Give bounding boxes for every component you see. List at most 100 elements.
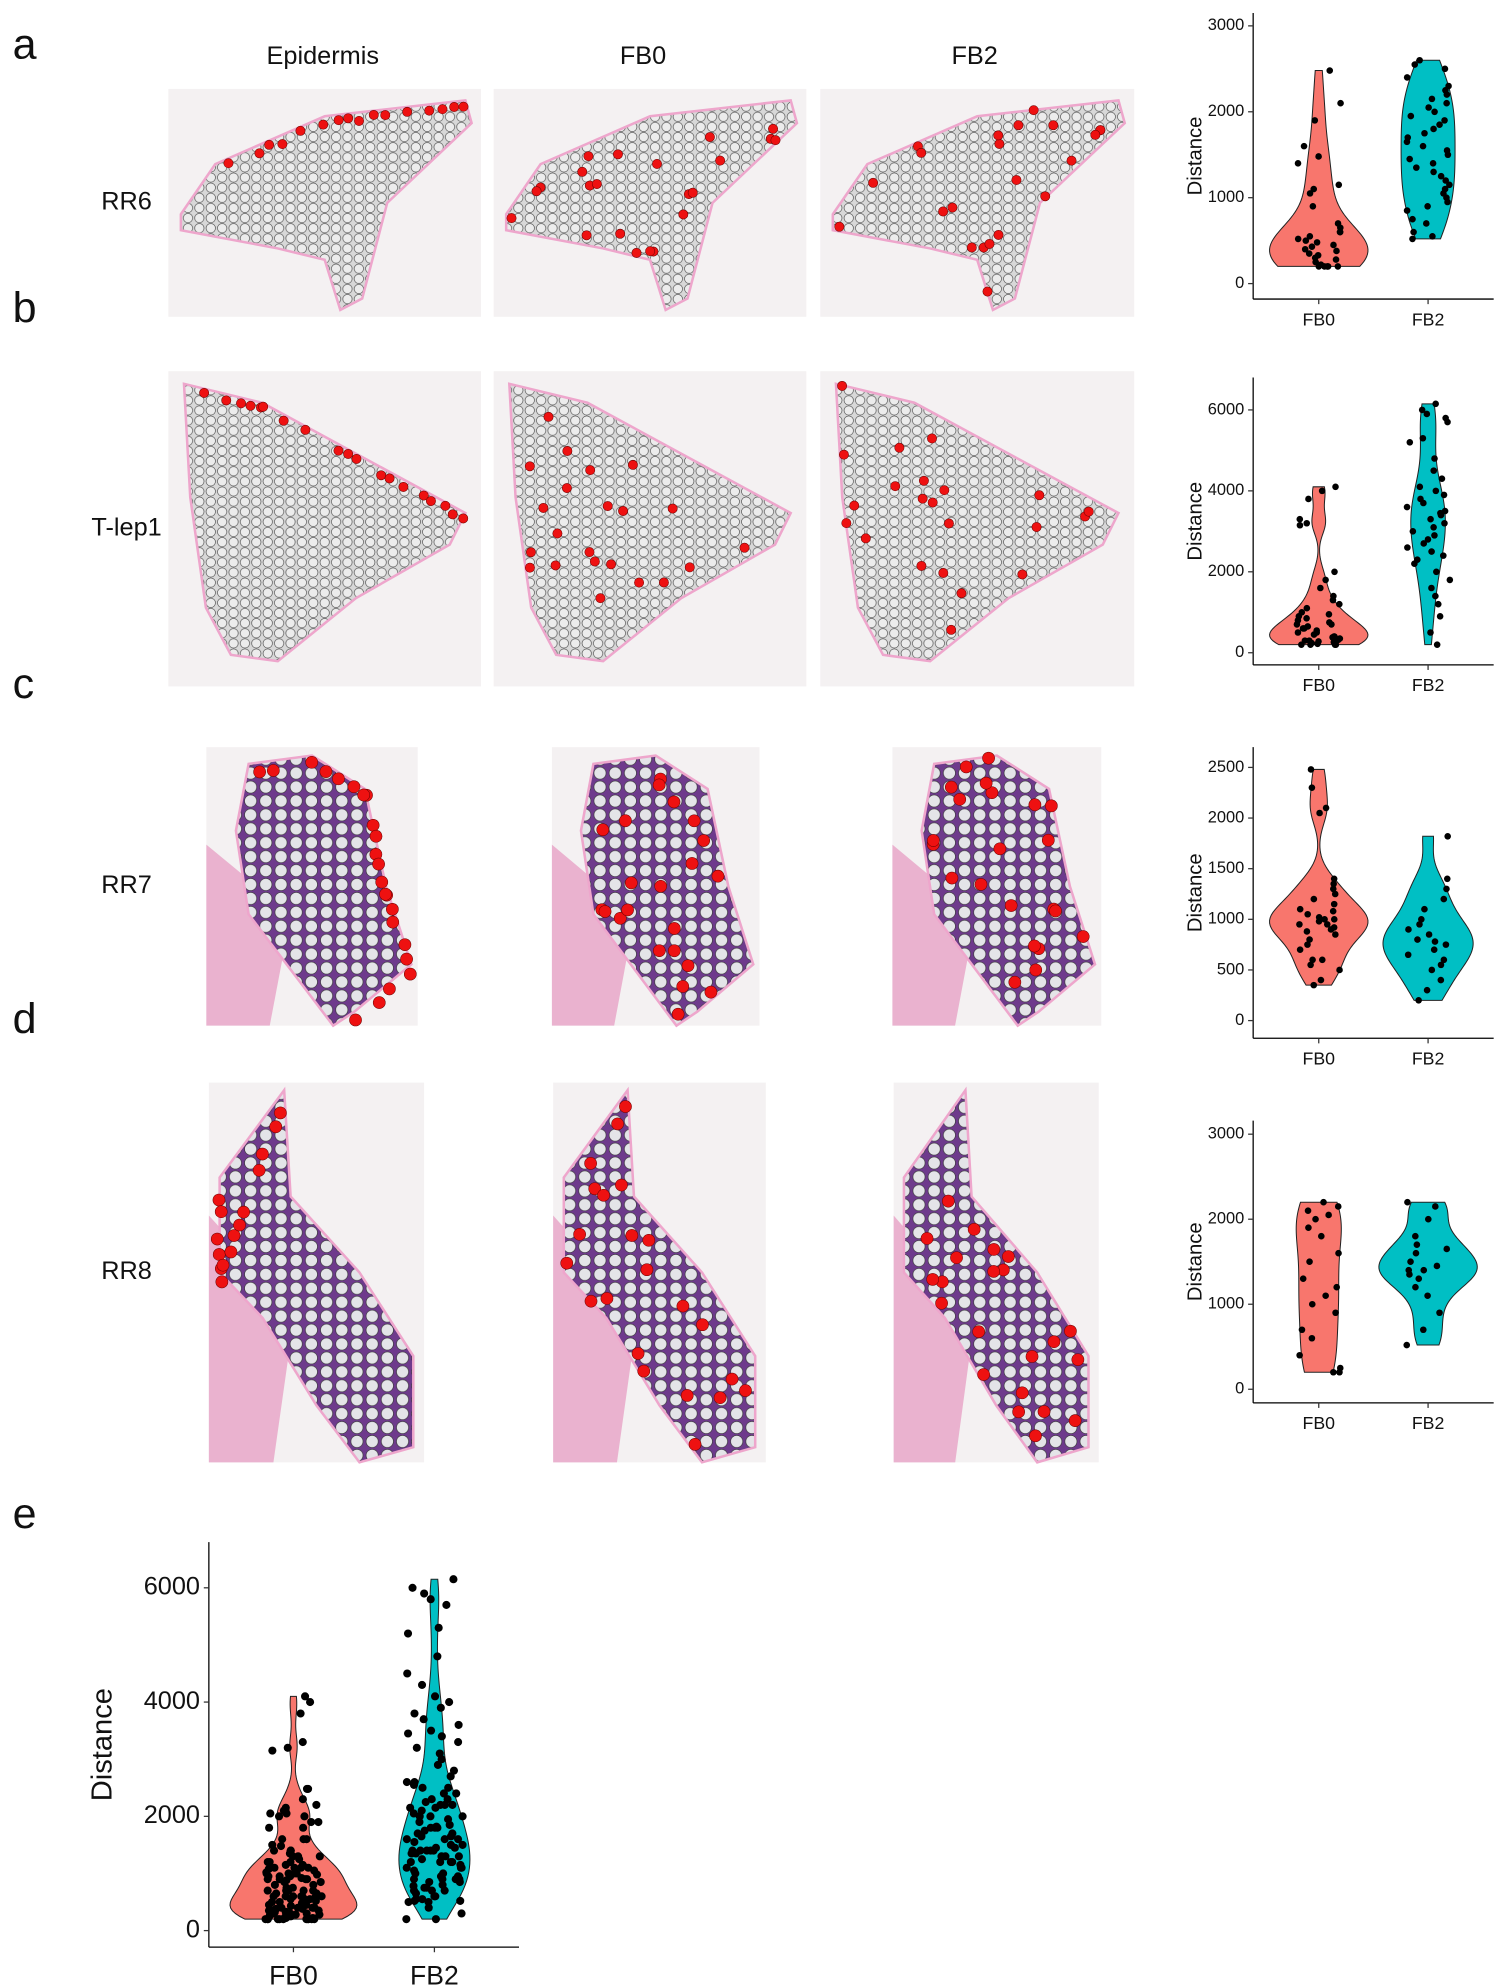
point xyxy=(1428,95,1436,103)
marked-spot xyxy=(1029,963,1043,977)
marked-spot xyxy=(687,187,698,198)
point xyxy=(1423,986,1431,994)
tissue-spots xyxy=(507,382,793,663)
marked-spot xyxy=(956,588,967,599)
marked-spot xyxy=(627,459,638,470)
point xyxy=(1404,951,1412,959)
point xyxy=(1414,936,1421,943)
tissue-image xyxy=(553,1082,766,1464)
violin-chart: Distance 0 500 1000 1500 2000 2500 FB0 FB2 xyxy=(1185,747,1494,1069)
point xyxy=(418,1895,427,1904)
marked-spot xyxy=(615,228,626,239)
violin xyxy=(1269,768,1369,986)
point xyxy=(1437,172,1445,180)
panel-label: d xyxy=(13,995,37,1043)
point xyxy=(307,1817,316,1827)
marked-spot xyxy=(1034,490,1045,501)
point xyxy=(1427,629,1434,636)
marked-spot xyxy=(619,1100,632,1113)
tissue-image xyxy=(168,371,482,687)
point xyxy=(1318,1232,1325,1240)
point xyxy=(300,1812,309,1821)
marked-spot xyxy=(332,772,345,786)
point xyxy=(283,1743,292,1752)
sample-label: RR8 xyxy=(101,1257,152,1285)
point xyxy=(298,1738,307,1747)
point xyxy=(1296,1351,1303,1359)
point xyxy=(1330,885,1337,893)
marked-spot xyxy=(1002,1250,1015,1263)
point xyxy=(1430,946,1438,953)
point xyxy=(1443,875,1451,883)
point xyxy=(1431,938,1439,945)
tissue-image xyxy=(551,747,760,1028)
point xyxy=(1413,1241,1421,1249)
marked-spot xyxy=(1040,191,1051,202)
point xyxy=(1416,56,1423,64)
marked-spot xyxy=(642,1233,656,1247)
marked-spot xyxy=(269,1120,283,1134)
point xyxy=(297,1892,306,1901)
violin-chart: Distance 0 1000 2000 3000 FB0 FB2 xyxy=(1185,12,1494,329)
tissue-image xyxy=(893,1082,1099,1464)
y-tick-label: 6000 xyxy=(144,1572,200,1600)
point xyxy=(1424,1292,1431,1300)
point xyxy=(404,1729,413,1738)
tissue-image xyxy=(208,1082,425,1464)
marked-spot xyxy=(1028,798,1042,812)
point xyxy=(1305,250,1313,257)
marked-spot xyxy=(1045,799,1058,813)
marked-spot xyxy=(611,1117,624,1131)
marked-spot xyxy=(368,109,379,120)
point xyxy=(1424,202,1431,210)
point xyxy=(1303,928,1311,935)
marked-spot xyxy=(552,528,563,539)
point xyxy=(1308,1334,1316,1342)
marked-spot xyxy=(725,1372,739,1386)
point xyxy=(309,1903,318,1912)
point xyxy=(1322,804,1330,812)
marked-spot xyxy=(560,1256,574,1270)
marked-spot xyxy=(1012,1405,1025,1419)
point xyxy=(1318,487,1326,495)
point xyxy=(1307,766,1315,773)
point xyxy=(1403,207,1411,214)
marked-spot xyxy=(585,465,596,476)
marked-spot xyxy=(583,151,594,162)
tissue-spots xyxy=(831,98,1127,312)
point xyxy=(427,1795,436,1804)
y-tick-label: 6000 xyxy=(1208,400,1245,418)
point xyxy=(265,1823,274,1832)
point xyxy=(1335,181,1343,189)
marked-spot xyxy=(941,1194,955,1208)
point xyxy=(1306,190,1314,197)
point xyxy=(1302,237,1310,244)
point xyxy=(303,1875,312,1884)
marked-spot xyxy=(506,213,517,224)
point xyxy=(1428,966,1436,974)
marked-spot xyxy=(994,138,1005,149)
tissue-image xyxy=(168,88,482,317)
y-axis-label: Distance xyxy=(1185,1222,1207,1301)
marked-spot xyxy=(985,786,999,800)
x-tick-label: FB0 xyxy=(1303,675,1336,695)
marked-spot xyxy=(543,411,554,422)
point xyxy=(1314,640,1321,648)
marked-spot xyxy=(618,506,628,516)
marked-spot xyxy=(403,967,417,981)
point xyxy=(282,1809,291,1818)
point xyxy=(436,1703,445,1712)
marked-spot xyxy=(252,1163,266,1177)
marked-spot xyxy=(595,593,606,604)
y-tick-label: 0 xyxy=(1235,1011,1244,1029)
point xyxy=(299,1823,308,1832)
point xyxy=(402,1778,411,1787)
point xyxy=(412,1743,421,1752)
marked-spot xyxy=(685,857,699,870)
point xyxy=(1443,885,1450,893)
point xyxy=(1323,921,1331,928)
marked-spot xyxy=(437,104,448,115)
point xyxy=(1307,961,1314,969)
tissue-stain xyxy=(892,844,976,1026)
point xyxy=(437,1732,446,1741)
